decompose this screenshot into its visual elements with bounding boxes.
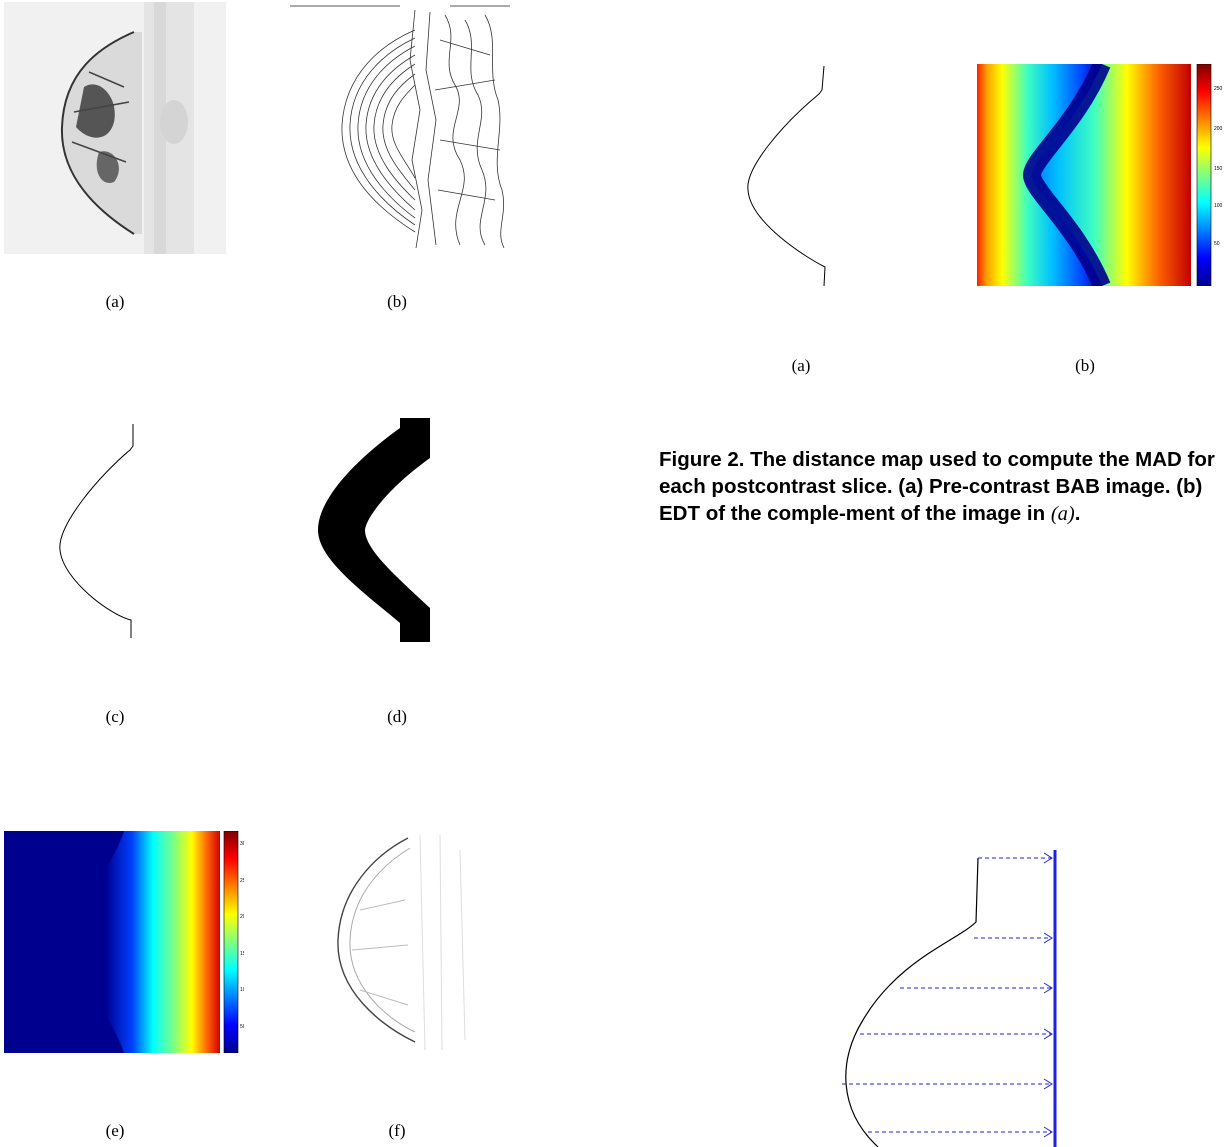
colorbar-e-tick-0: 300 [240,841,244,847]
caption-b: (b) [387,292,407,311]
caption-e: (e) [105,1121,125,1140]
colorbar-e-tick-2: 200 [240,914,244,920]
panel-b-edge-map [290,0,510,250]
mri-slice-image [4,2,226,254]
fig2-panel-b-edt-map: 250 200 150 100 50 [977,64,1227,286]
colorbar-e-tick-3: 150 [240,951,244,957]
panel-c-boundary-line [55,420,145,642]
arrow-diagram [838,850,1068,1147]
colorbar-e-tick-4: 100 [240,987,244,993]
edge-map-image [290,5,510,249]
caption-f: (f) [388,1121,406,1140]
caption-a: (a) [105,292,125,311]
colorbar-b-tick-2: 150 [1214,166,1223,172]
fig2-caption-a: (a) [791,356,811,375]
caption-c: (c) [105,707,125,726]
figure-2-label: Figure 2. [659,448,745,471]
panel-d-band-mask [318,418,438,642]
panel-f-subtraction [290,830,506,1055]
colorbar-b-tick-0: 250 [1214,86,1223,92]
subtraction-image [290,830,506,1055]
colorbar-e-tick-1: 250 [240,878,244,884]
fig2-panel-a-bab-line [740,62,840,290]
colorbar-b-tick-1: 200 [1214,126,1223,132]
boundary-arrow-diagram [842,850,1057,1147]
distance-map-heatmap: 300 250 200 150 100 50 [4,831,244,1053]
edt-heatmap: 250 200 150 100 50 [977,64,1223,286]
distance-arrows [842,852,1053,1138]
boundary-line-image [59,424,134,638]
colorbar-b-tick-4: 50 [1214,241,1220,247]
fig2-caption-b: (b) [1075,356,1095,375]
band-mask-image [318,418,430,642]
colorbar-e-tick-5: 50 [240,1024,244,1030]
panel-a-mri-slice [4,2,226,254]
figure-2-end: . [1074,502,1081,525]
colorbar-b-tick-3: 100 [1214,203,1223,209]
figure-2-text: The distance map used to compute the MAD… [659,448,1215,525]
figure-2-caption: Figure 2. The distance map used to compu… [659,446,1228,528]
caption-d: (d) [387,707,407,726]
bab-line-image [747,65,826,287]
panel-e-distance-map: 300 250 200 150 100 50 [4,831,244,1053]
figure-2-ref: (a) [1050,503,1075,525]
